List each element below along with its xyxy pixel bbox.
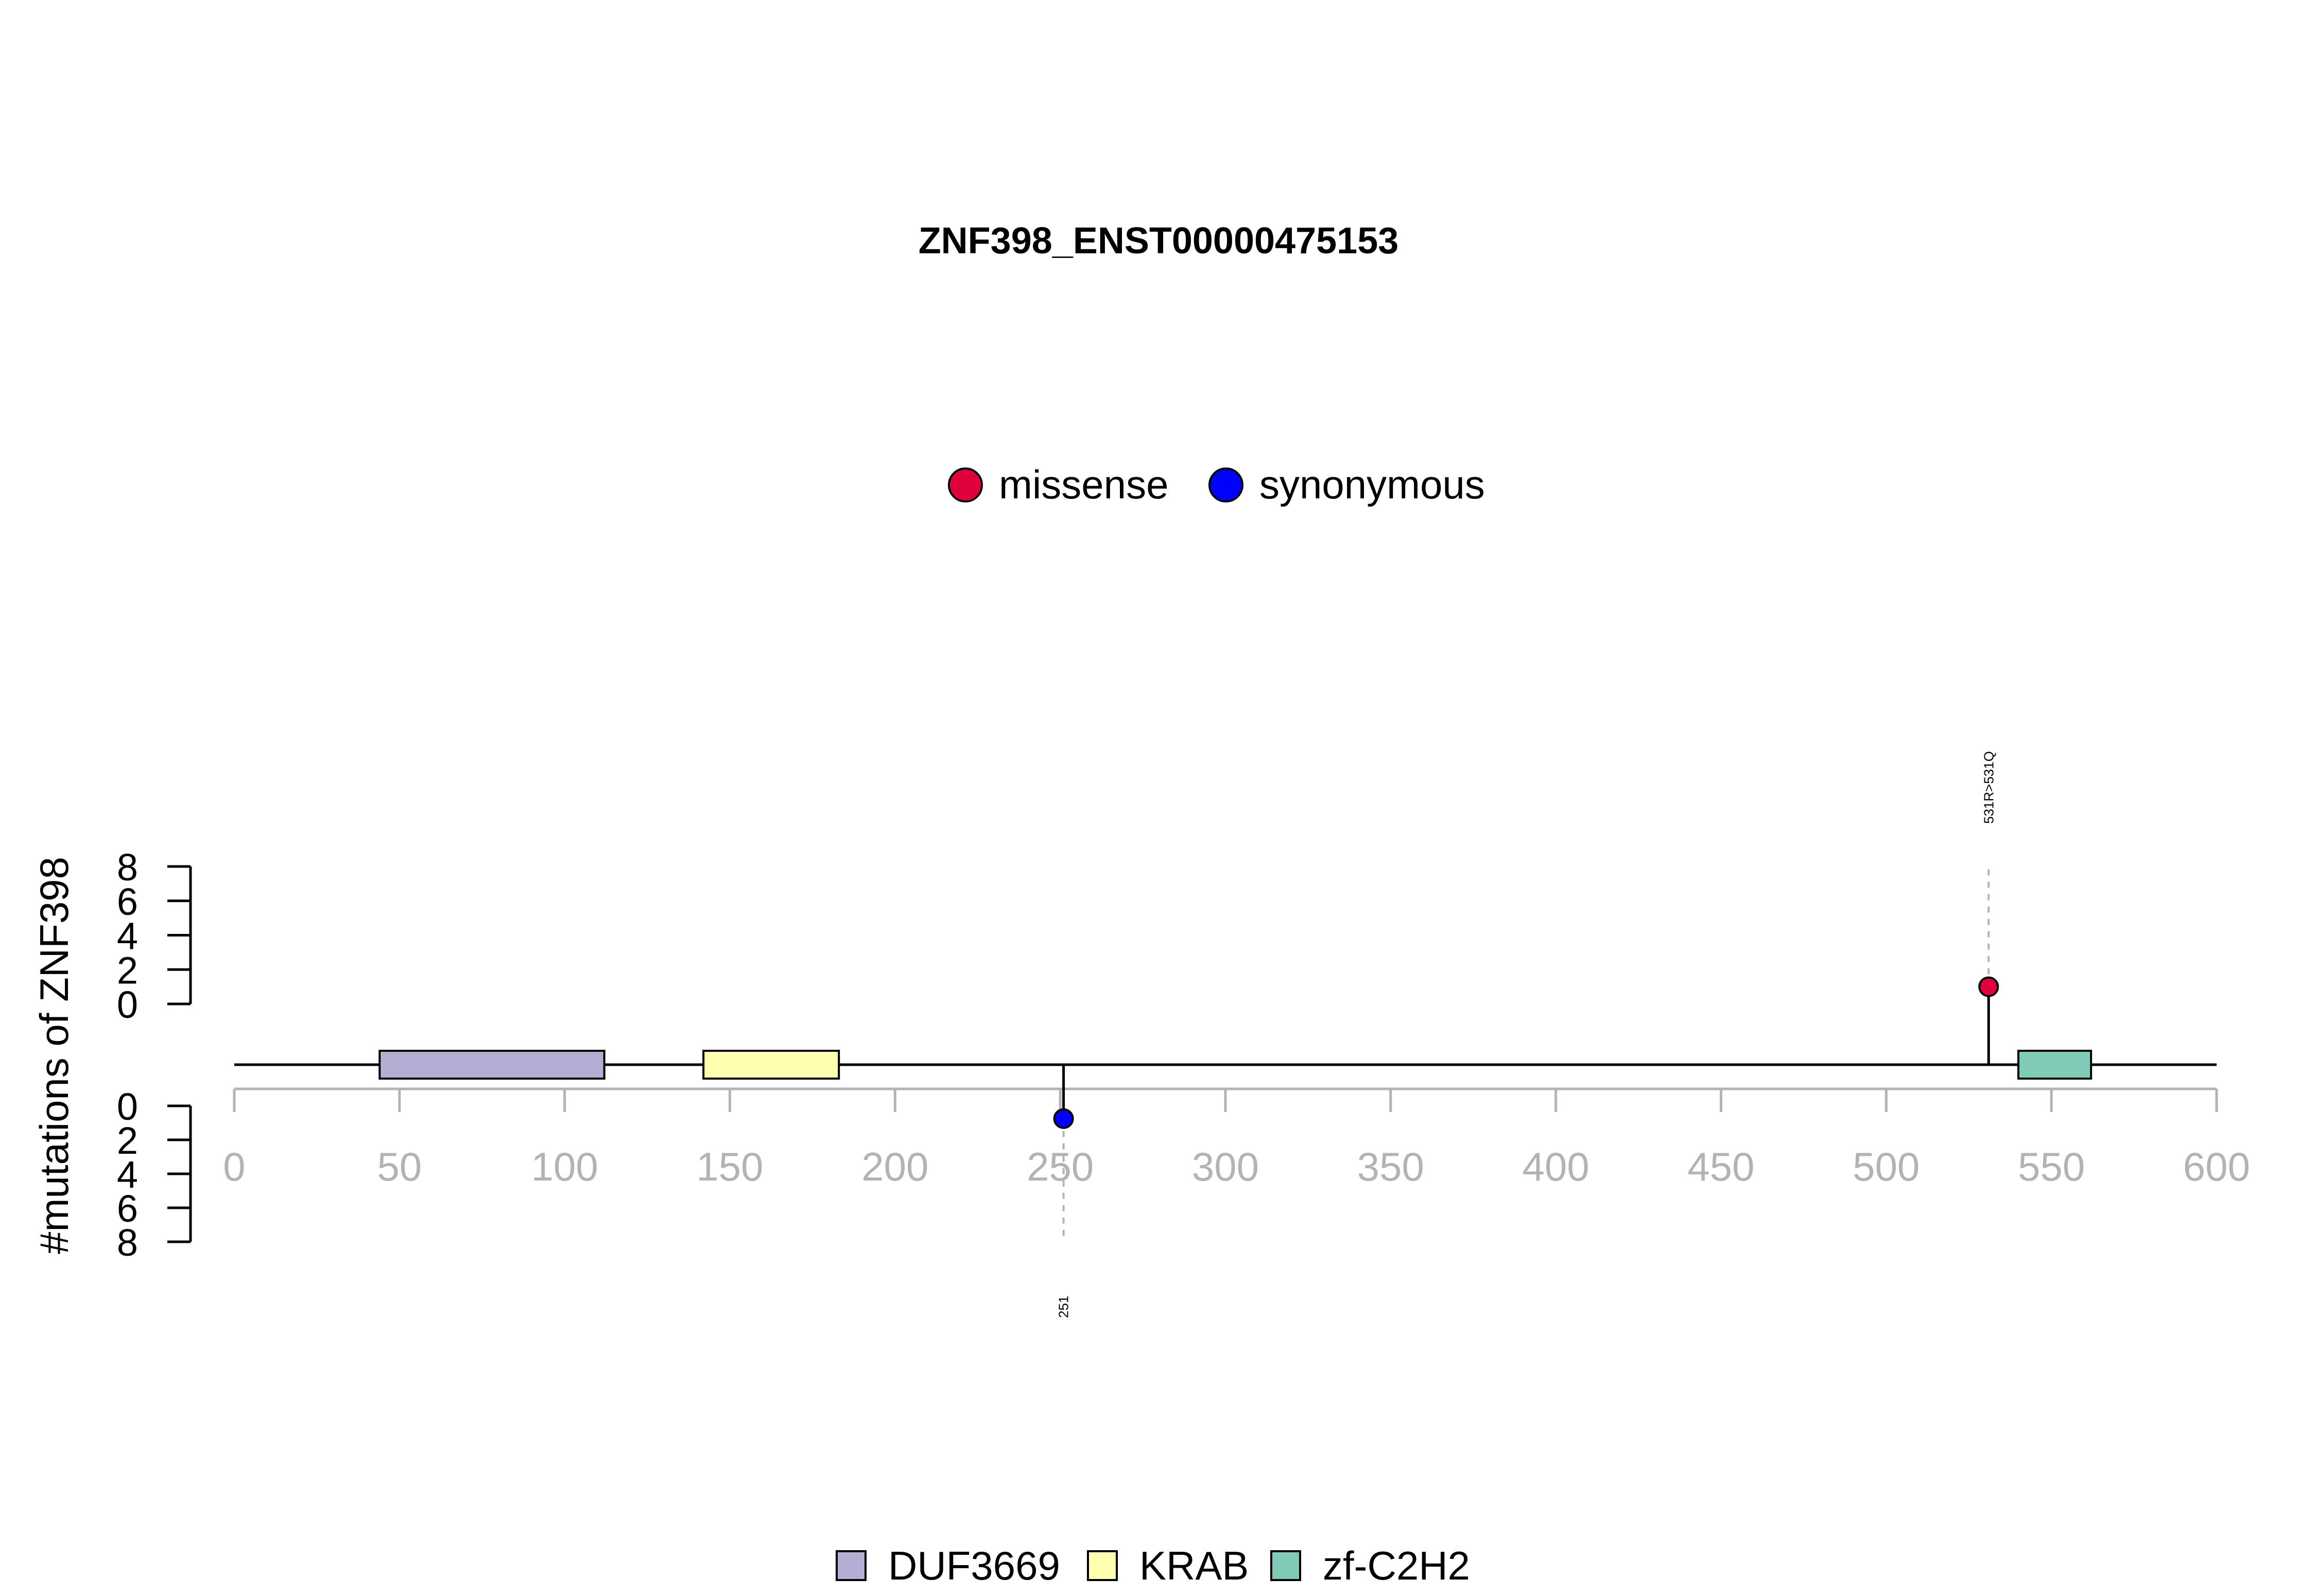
domain-duf3669 — [378, 1050, 606, 1080]
y-tick-label-bottom-0: 0 — [117, 1085, 138, 1128]
y-tick-label-top-0: 0 — [117, 983, 138, 1026]
x-tick-label-500: 500 — [1853, 1144, 1920, 1189]
x-tick-label-550: 550 — [2018, 1144, 2085, 1189]
mutation-lollipops: 531R>531Q 251 — [1053, 751, 1999, 1318]
x-tick-label-0: 0 — [223, 1144, 245, 1189]
y-tick-label-bottom-8: 8 — [117, 1221, 138, 1264]
legend-label-zf-c2h2: zf-C2H2 — [1323, 1543, 1470, 1588]
x-tick-label-450: 450 — [1687, 1144, 1754, 1189]
domain-legend: DUF3669 KRAB zf-C2H2 — [836, 1543, 1470, 1588]
x-tick-label-300: 300 — [1192, 1144, 1259, 1189]
x-tick-label-400: 400 — [1523, 1144, 1589, 1189]
y-axis-label: #mutations of ZNF398 — [31, 857, 77, 1254]
mutation-label-missense-531: 531R>531Q — [1981, 751, 1996, 824]
x-axis: 0 50 100 150 200 250 300 350 400 450 500 550 600 — [223, 1087, 2250, 1189]
legend-swatch-zf-c2h2 — [1270, 1550, 1301, 1581]
y-tick-label-bottom-2: 2 — [117, 1119, 138, 1162]
y-tick-label-top-8: 8 — [117, 846, 138, 889]
legend-label-synonymous: synonymous — [1259, 462, 1485, 507]
mutation-point-missense-531 — [1978, 976, 1999, 997]
legend-label-duf3669: DUF3669 — [888, 1543, 1060, 1588]
x-tick-label-100: 100 — [531, 1144, 598, 1189]
y-tick-label-top-2: 2 — [117, 949, 138, 992]
x-tick-label-250: 250 — [1027, 1144, 1094, 1189]
legend-swatch-krab — [1087, 1550, 1118, 1581]
domain-zf-c2h2 — [2017, 1050, 2093, 1080]
x-tick-label-50: 50 — [377, 1144, 422, 1189]
y-tick-label-bottom-6: 6 — [117, 1187, 138, 1230]
legend-marker-missense — [948, 467, 983, 502]
y-tick-label-top-4: 4 — [117, 915, 138, 958]
x-tick-label-350: 350 — [1357, 1144, 1424, 1189]
mutation-legend: missense synonymous — [948, 462, 1485, 507]
x-tick-label-200: 200 — [861, 1144, 928, 1189]
legend-marker-synonymous — [1208, 467, 1243, 502]
x-tick-label-150: 150 — [696, 1144, 763, 1189]
domain-boxes — [378, 1050, 2093, 1080]
legend-label-missense: missense — [999, 462, 1168, 507]
y-tick-label-top-6: 6 — [117, 880, 138, 923]
legend-swatch-duf3669 — [836, 1550, 867, 1581]
mutation-point-synonymous-251 — [1053, 1108, 1074, 1129]
legend-label-krab: KRAB — [1139, 1543, 1249, 1588]
x-tick-label-600: 600 — [2183, 1144, 2250, 1189]
y-tick-label-bottom-4: 4 — [117, 1153, 138, 1196]
chart-title: ZNF398_ENST00000475153 — [919, 220, 1399, 262]
domain-krab — [702, 1050, 840, 1080]
mutation-label-synonymous-251: 251 — [1056, 1296, 1071, 1318]
